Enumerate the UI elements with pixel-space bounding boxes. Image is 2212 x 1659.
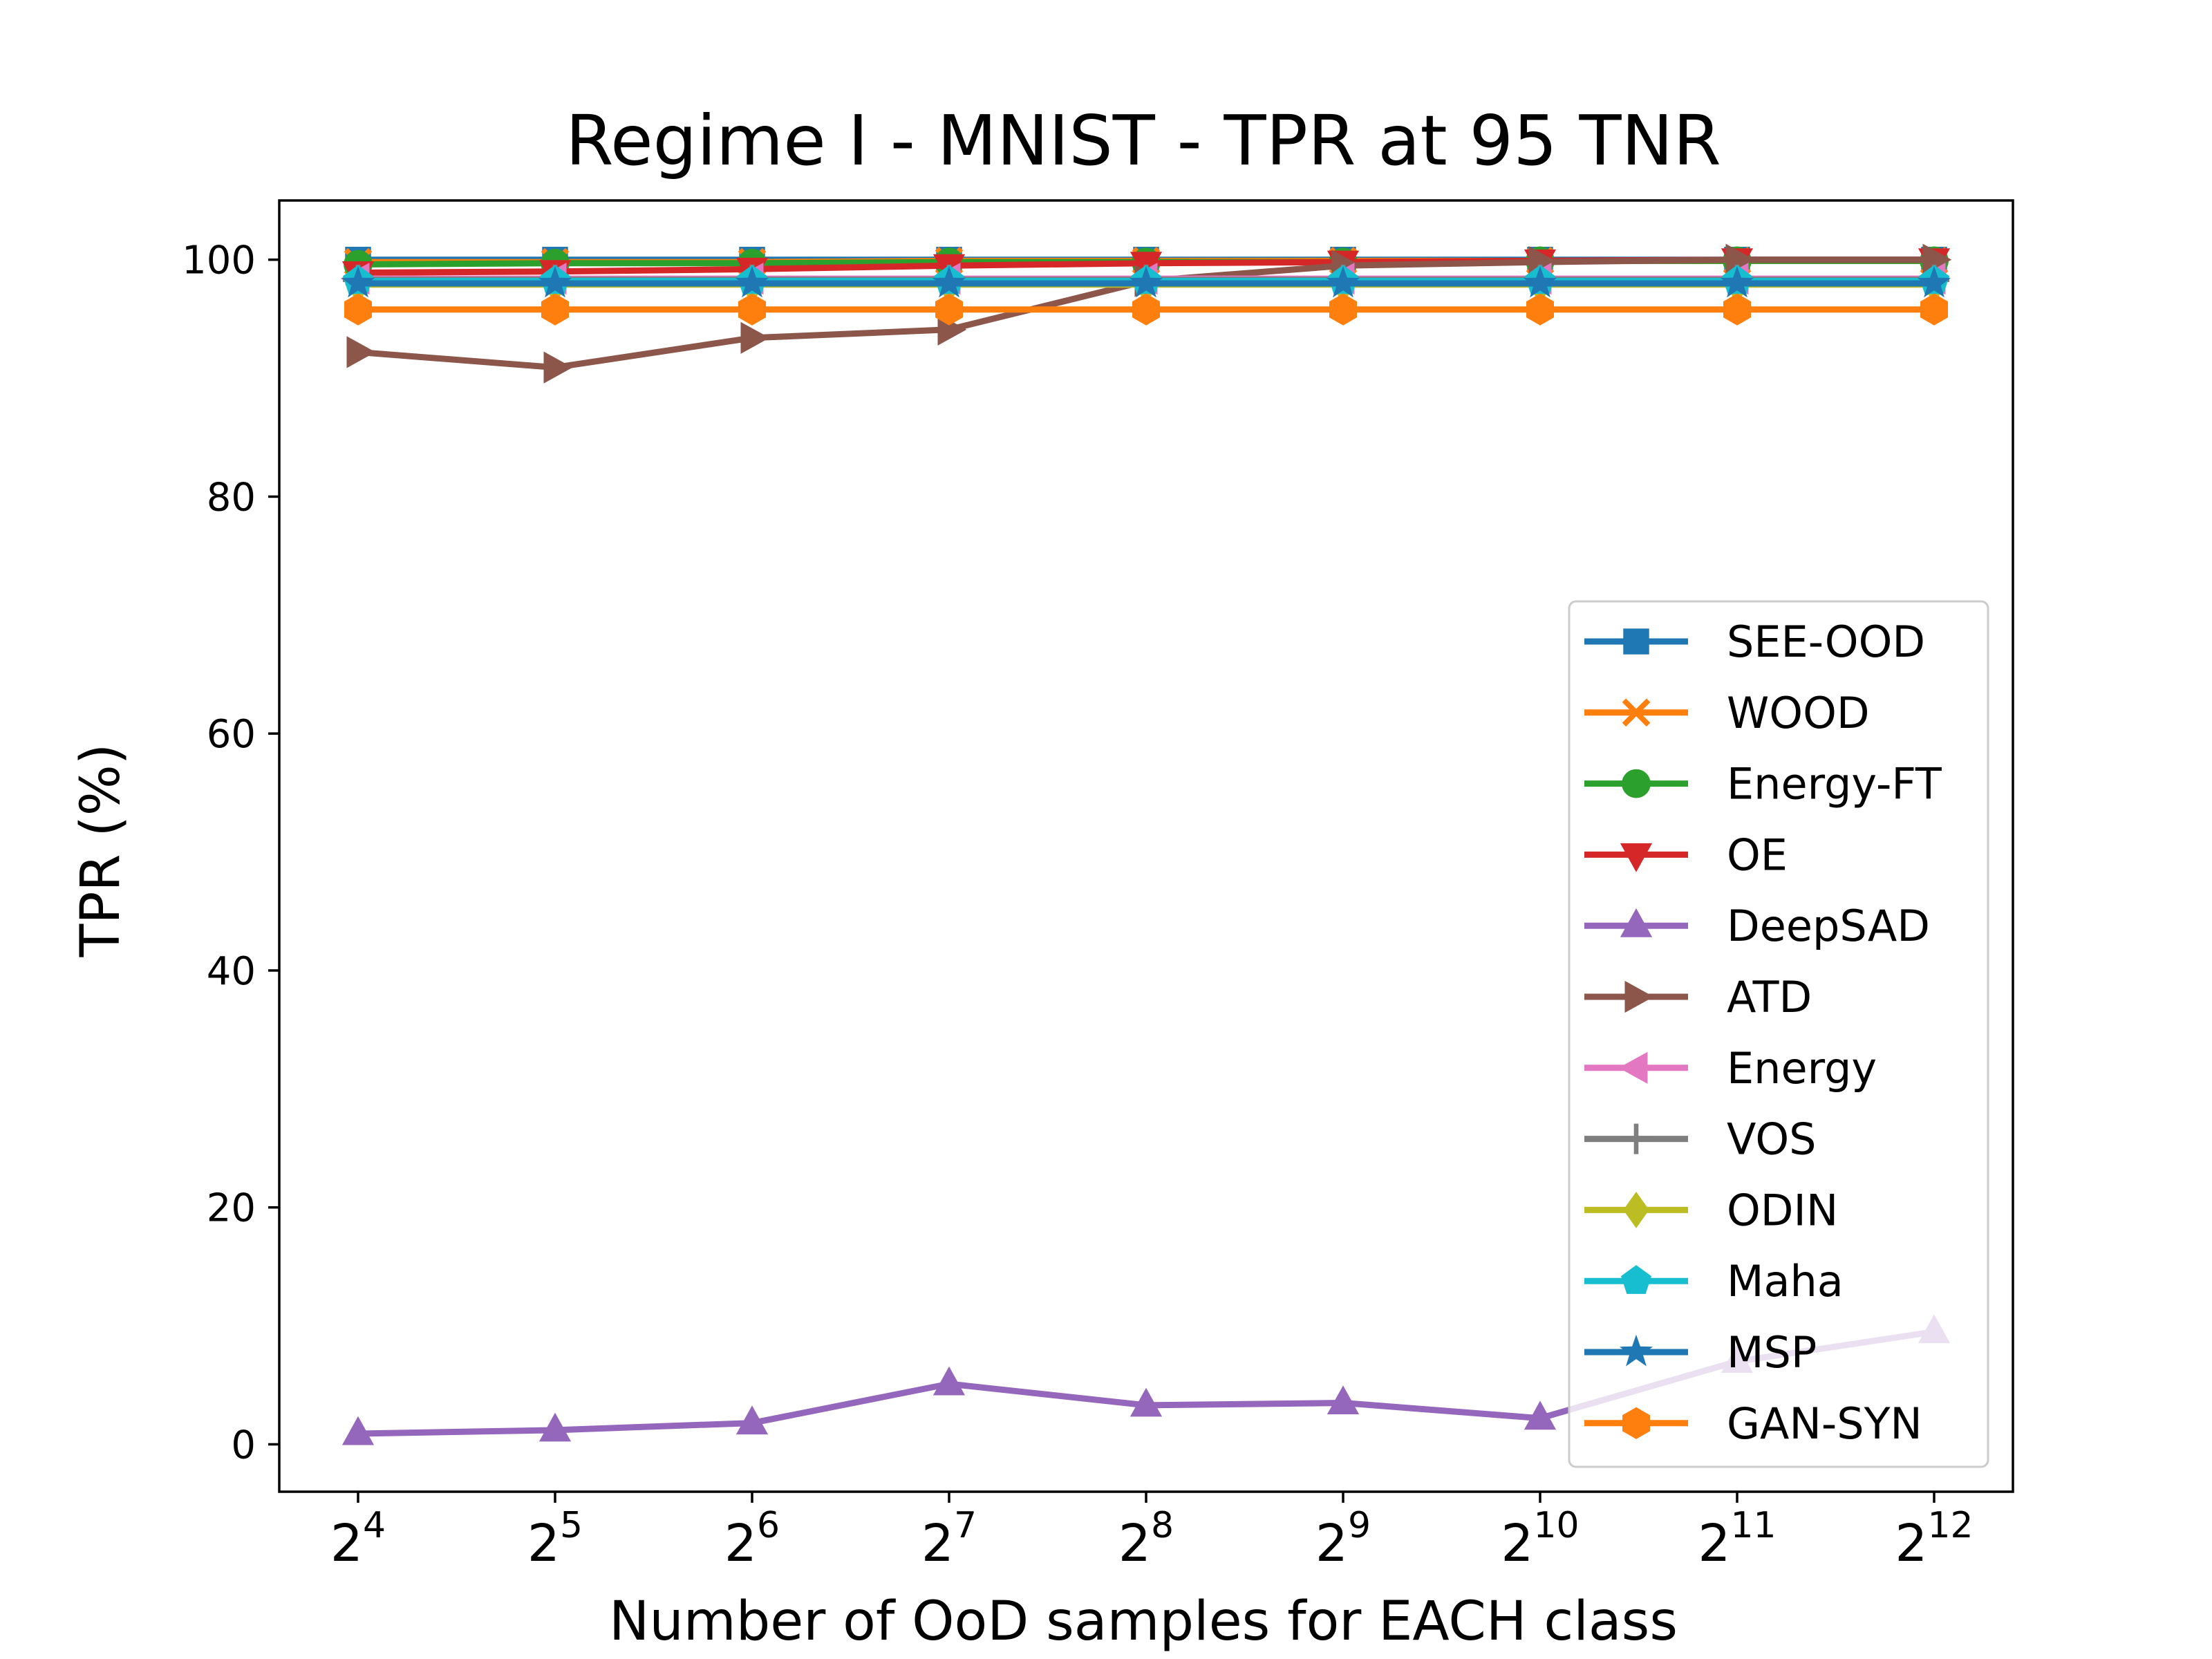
legend-marker-oe (1620, 843, 1653, 872)
legend-marker-vos (1621, 1123, 1651, 1154)
legend-entry-see-ood: SEE-OOD (1584, 617, 1925, 667)
legend-entry-vos: VOS (1584, 1114, 1816, 1165)
legend-label: Energy-FT (1727, 759, 1942, 809)
legend-marker-atd (1624, 980, 1654, 1013)
legend-entry-odin: ODIN (1584, 1185, 1838, 1235)
x-tick-label: 27 (921, 1505, 977, 1573)
x-tick-label: 28 (1118, 1505, 1174, 1573)
x-axis-label: Number of OoD samples for EACH class (609, 1591, 1678, 1653)
legend-label: Energy (1727, 1043, 1877, 1094)
y-tick-label: 0 (231, 1423, 256, 1468)
x-tick-label: 29 (1315, 1505, 1371, 1573)
y-tick-label: 100 (182, 238, 256, 283)
legend-marker-energy-ft (1622, 769, 1651, 798)
series-gan-syn (344, 293, 1948, 326)
legend-entry-maha: Maha (1584, 1256, 1844, 1306)
legend-entry-wood: WOOD (1584, 688, 1870, 738)
data-point-deepsad (932, 1366, 966, 1396)
chart-title: Regime I - MNIST - TPR at 95 TNR (565, 100, 1721, 181)
legend: SEE-OOD WOOD Energy-FT OE DeepSAD ATD Energy VO… (1568, 600, 1989, 1468)
data-point-msp (341, 265, 375, 298)
data-point-msp (932, 265, 966, 298)
data-point-atd (1725, 243, 1755, 276)
data-point-deepsad (735, 1405, 769, 1435)
data-point-msp (735, 265, 769, 298)
legend-label: MSP (1727, 1327, 1817, 1378)
x-tick-label: 210 (1501, 1505, 1579, 1573)
legend-label: ODIN (1727, 1185, 1838, 1235)
legend-label: Maha (1727, 1256, 1844, 1306)
data-point-deepsad (1327, 1385, 1360, 1414)
legend-marker-energy (1618, 1051, 1648, 1084)
y-tick-label: 80 (207, 475, 256, 520)
data-point-msp (1720, 265, 1754, 298)
legend-marker-wood (1622, 698, 1651, 727)
x-tick-label: 26 (724, 1505, 780, 1573)
legend-marker-see-ood (1623, 628, 1649, 655)
legend-marker-gan-syn (1622, 1407, 1650, 1439)
legend-entry-energy: Energy (1584, 1043, 1877, 1094)
data-point-msp (1917, 265, 1951, 298)
y-tick-label: 60 (207, 712, 256, 757)
x-tick-label: 212 (1895, 1505, 1973, 1573)
legend-entry-energy-ft: Energy-FT (1584, 759, 1942, 809)
y-axis-label: TPR (%) (70, 744, 132, 958)
data-point-gan-syn (1723, 293, 1751, 326)
data-point-gan-syn (1329, 293, 1357, 326)
data-point-atd (740, 321, 770, 354)
series-msp (341, 265, 1951, 298)
legend-label: DeepSAD (1727, 901, 1930, 951)
legend-marker-maha (1621, 1265, 1651, 1294)
data-point-gan-syn (1132, 293, 1160, 326)
legend-entry-gan-syn: GAN-SYN (1584, 1398, 1922, 1449)
legend-marker-msp (1619, 1334, 1653, 1367)
legend-marker-deepsad (1620, 908, 1653, 937)
data-point-gan-syn (1526, 293, 1554, 326)
x-tick-label: 25 (527, 1505, 583, 1573)
data-point-deepsad (341, 1416, 375, 1445)
legend-label: GAN-SYN (1727, 1398, 1922, 1449)
data-point-deepsad (538, 1412, 572, 1442)
legend-entry-msp: MSP (1584, 1327, 1817, 1378)
legend-entry-oe: OE (1584, 830, 1788, 880)
legend-box (1568, 600, 1989, 1468)
data-point-gan-syn (738, 293, 766, 326)
legend-entry-deepsad: DeepSAD (1584, 901, 1930, 951)
x-tick-label: 24 (330, 1505, 386, 1573)
data-point-gan-syn (344, 293, 372, 326)
data-point-gan-syn (1920, 293, 1948, 326)
legend-label: WOOD (1727, 688, 1870, 738)
data-point-msp (1129, 265, 1163, 298)
y-tick-label: 20 (207, 1186, 256, 1231)
legend-label: VOS (1727, 1114, 1816, 1165)
data-point-deepsad (1130, 1387, 1163, 1417)
legend-entry-atd: ATD (1584, 972, 1812, 1022)
legend-marker-odin (1623, 1192, 1649, 1228)
axes-layer: 0 20 40 60 80 100 24 25 26 27 28 29 210 211 212 (182, 199, 2014, 1573)
data-point-gan-syn (541, 293, 569, 326)
legend-label: ATD (1727, 972, 1812, 1022)
data-point-msp (1523, 265, 1557, 298)
legend-label: SEE-OOD (1727, 617, 1925, 667)
data-point-atd (1922, 243, 1952, 276)
data-point-msp (538, 265, 572, 298)
data-point-gan-syn (935, 293, 963, 326)
y-tick-label: 40 (207, 949, 256, 994)
data-point-msp (1326, 265, 1360, 298)
legend-label: OE (1727, 830, 1788, 880)
data-point-atd (543, 351, 573, 384)
data-point-atd (346, 336, 376, 368)
x-tick-label: 211 (1698, 1505, 1776, 1573)
data-point-deepsad (1524, 1400, 1557, 1430)
